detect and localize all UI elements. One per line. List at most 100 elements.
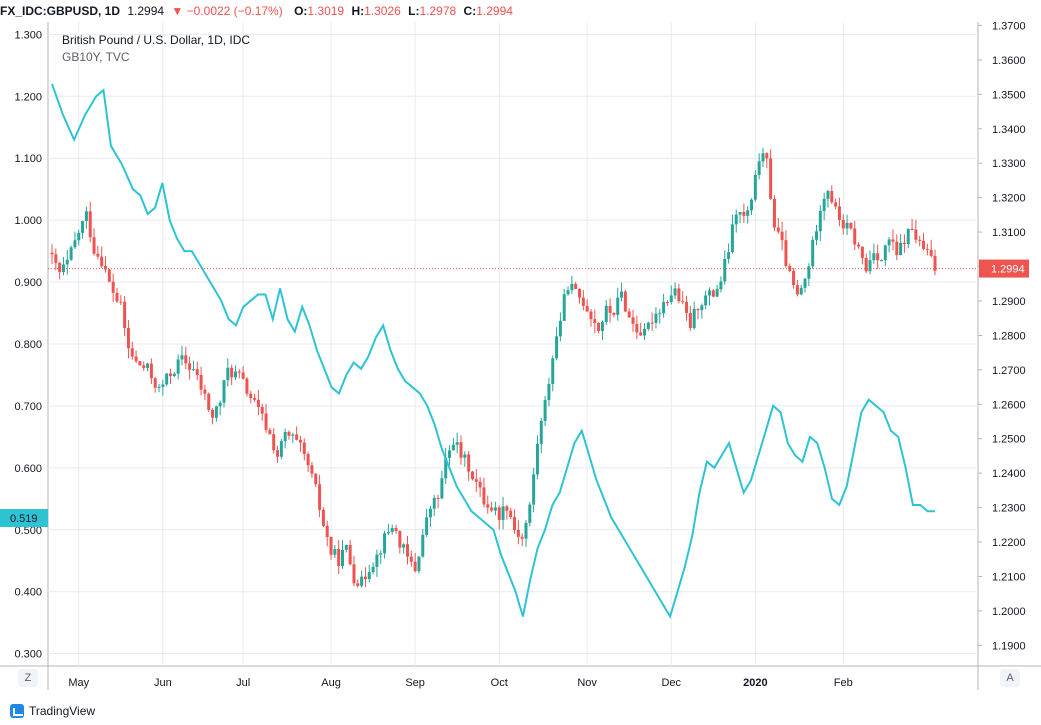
candle-body [642,328,646,336]
candle-body [623,291,627,312]
candle-body [104,266,108,270]
candle-body [811,239,815,267]
candle-body [417,556,421,572]
candle-body [226,367,230,381]
right-axis-tick-label: 1.3400 [992,124,1026,136]
candle-body [371,566,375,573]
candle-body [356,583,360,586]
candle-body [96,253,100,257]
time-axis-tick-label: May [68,677,89,689]
candle-body [398,531,402,548]
candle-body [249,393,253,399]
candle-body [54,254,58,263]
candle-body [245,378,249,394]
symbol-label[interactable]: FX_IDC:GBPUSD, 1D [0,4,121,18]
auto-scale-button[interactable]: A [1000,669,1020,687]
time-axis-tick-label: Nov [577,677,597,689]
candle-body [715,289,719,297]
candle-body [325,525,329,537]
candle-body [922,240,926,249]
candle-body [318,484,322,510]
candle-body [929,249,933,256]
left-axis-tick-label: 0.300 [14,649,42,661]
candle-body [658,313,662,315]
candle-body [211,409,215,418]
candle-body [883,245,887,261]
left-axis-tick-label: 1.300 [14,29,42,41]
candle-body [50,252,54,255]
candle-body [639,332,643,336]
candle-body [761,153,765,162]
candle-body [837,206,841,220]
candle-body [826,191,830,199]
right-axis-tick-label: 1.3500 [992,89,1026,101]
candle-body [574,284,578,289]
candle-body [750,199,754,211]
left-axis-tick-label: 1.200 [14,91,42,103]
candle-body [379,553,383,555]
left-scale-button[interactable]: Z [18,669,38,687]
candle-body [677,288,681,302]
candle-body [818,210,822,232]
branding-text: TradingView [29,704,96,718]
candle-body [864,257,868,272]
legend-compare-series[interactable]: GB10Y, TVC [62,50,130,64]
candle-body [738,211,742,215]
candle-body [123,301,127,329]
candle-body [455,442,459,445]
time-axis-tick-label: Sep [405,677,425,689]
candle-body [146,363,150,369]
tradingview-logo[interactable]: TradingView [10,704,95,718]
candle-body [73,240,77,248]
candle-body [314,473,318,485]
candle-body [700,305,704,311]
change-text: −0.0022 (−0.17%) [186,4,283,18]
candle-body [692,308,696,329]
candle-body [589,311,593,320]
candle-body [130,348,134,357]
candle-body [470,471,474,480]
candle-body [807,266,811,279]
candle-body [635,323,639,333]
candle-body [134,356,138,362]
candle-body [451,444,455,451]
time-axis-tick-label: Feb [834,677,853,689]
chart-background [0,22,1041,700]
candle-body [310,465,314,474]
candle-body [696,308,700,311]
candle-body [562,294,566,321]
time-axis-tick-label: Jul [236,677,250,689]
candle-body [925,248,929,250]
last-price-badge-label: 1.2994 [991,264,1025,276]
gb10y-value-badge-label: 0.519 [10,513,38,525]
candle-body [448,450,452,458]
candle-body [168,373,172,377]
candle-body [746,210,750,216]
price-chart[interactable]: 1.300 1.200 1.100 1.000 0.900 0.800 0.700 0.600… [0,0,1041,700]
legend-main-series[interactable]: British Pound / U.S. Dollar, 1D, IDC [62,33,251,47]
candle-body [172,373,176,377]
candle-body [467,454,471,472]
candle-body [383,533,387,554]
candle-body [260,406,264,414]
candle-body [872,253,876,261]
candle-body [390,527,394,532]
candle-body [723,258,727,282]
left-axis-tick-label: 0.800 [14,339,42,351]
candle-body [497,507,501,520]
left-axis-tick-label: 0.500 [14,525,42,537]
candle-body [279,441,283,457]
candle-body [914,229,918,240]
candle-body [792,270,796,286]
candle-body [673,288,677,296]
candle-body [581,297,585,306]
candle-body [84,211,88,222]
candle-body [578,288,582,298]
candle-body [272,434,276,451]
candle-body [207,393,211,410]
candle-body [375,554,379,567]
close-value: 1.2994 [476,4,513,18]
candle-body [188,363,192,370]
candle-body [902,242,906,245]
candle-body [662,302,666,314]
